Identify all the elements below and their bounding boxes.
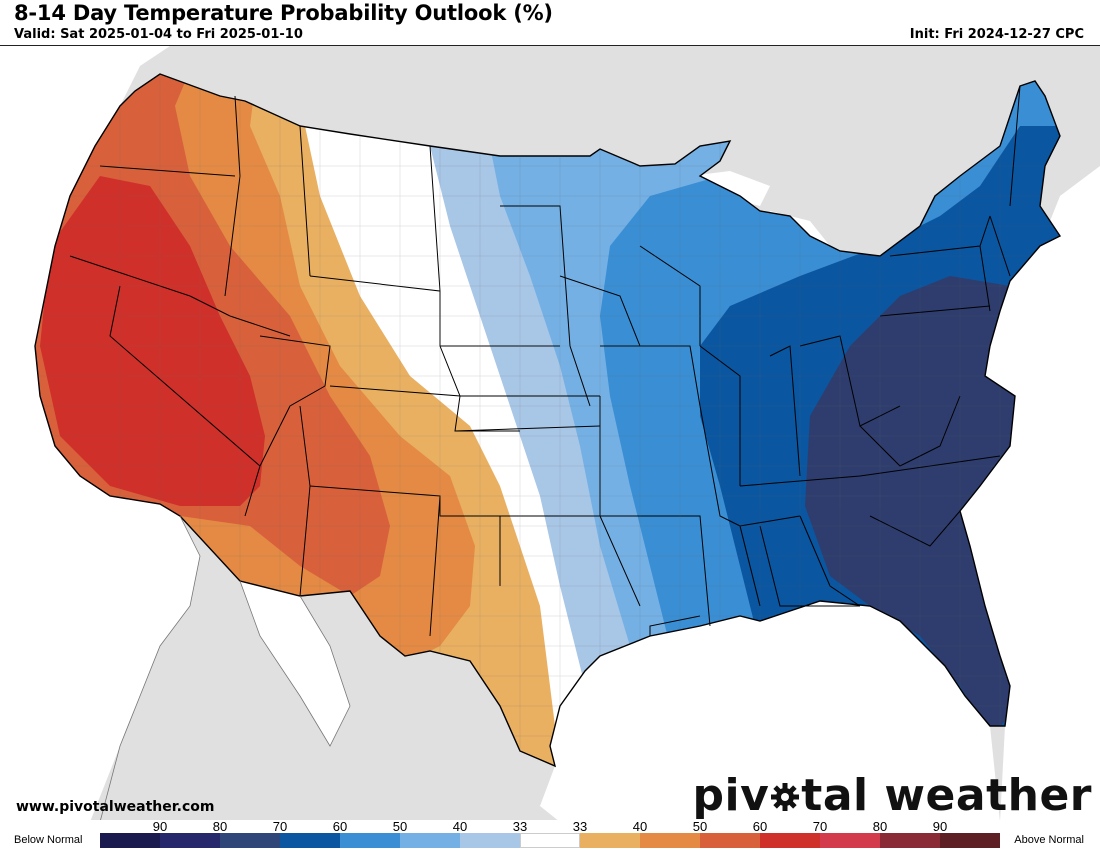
legend-tick-label: 70 <box>272 819 288 834</box>
us-outline <box>34 73 1062 768</box>
init-time: Init: Fri 2024-12-27 CPC <box>909 27 1084 42</box>
above-60-area <box>40 176 265 506</box>
pacific-ocean <box>0 46 200 822</box>
legend-swatch <box>700 833 760 848</box>
legend-tick-label: 60 <box>752 819 768 834</box>
brand-text-prefix: piv <box>692 770 770 821</box>
legend-swatch <box>280 833 340 848</box>
valid-period: Valid: Sat 2025-01-04 to Fri 2025-01-10 <box>14 27 303 42</box>
legend-swatch <box>340 833 400 848</box>
legend-swatch <box>760 833 820 848</box>
color-legend: Below Normal Above Normal 90 80 70 60 50 40 33… <box>0 819 1100 850</box>
legend-tick-label: 50 <box>692 819 708 834</box>
county-lines <box>35 74 1060 766</box>
legend-swatch <box>520 833 580 848</box>
map-title: 8-14 Day Temperature Probability Outlook… <box>14 1 553 25</box>
legend-above-normal-label: Above Normal <box>1014 834 1084 846</box>
legend-swatch <box>580 833 640 848</box>
brand-logo: piv tal weather <box>693 770 1092 821</box>
below-70-area <box>805 276 1030 736</box>
site-credit[interactable]: www.pivotalweather.com <box>16 799 215 815</box>
map-panel[interactable]: www.pivotalweather.com piv tal weather <box>0 45 1100 823</box>
gulf-of-mexico <box>540 601 1000 822</box>
legend-below-normal-label: Below Normal <box>14 834 83 846</box>
legend-swatch <box>880 833 940 848</box>
legend-swatch <box>400 833 460 848</box>
legend-tick-label: 70 <box>812 819 828 834</box>
legend-swatch <box>940 833 1000 848</box>
state-borders <box>69 85 1021 637</box>
gulf-of-california <box>240 581 350 746</box>
legend-swatch <box>640 833 700 848</box>
map-header: 8-14 Day Temperature Probability Outlook… <box>0 0 1100 46</box>
legend-tick-label: 40 <box>452 819 468 834</box>
gear-icon <box>770 772 800 811</box>
legend-color-bar <box>100 833 1000 848</box>
legend-tick-label: 60 <box>332 819 348 834</box>
legend-tick-label: 33 <box>512 819 528 834</box>
legend-tick-label: 50 <box>392 819 408 834</box>
legend-tick-label: 40 <box>632 819 648 834</box>
legend-tick-label: 90 <box>152 819 168 834</box>
legend-swatch <box>220 833 280 848</box>
legend-tick-label: 33 <box>572 819 588 834</box>
legend-tick-label: 90 <box>932 819 948 834</box>
legend-swatch <box>820 833 880 848</box>
outlook-map[interactable] <box>0 46 1100 822</box>
legend-tick-label: 80 <box>872 819 888 834</box>
legend-swatch <box>160 833 220 848</box>
brand-text-suffix: tal weather <box>801 770 1092 821</box>
legend-swatch <box>460 833 520 848</box>
baja-coast <box>239 580 351 747</box>
legend-tick-label: 80 <box>212 819 228 834</box>
mexico-coast <box>99 515 201 822</box>
legend-swatch <box>100 833 160 848</box>
